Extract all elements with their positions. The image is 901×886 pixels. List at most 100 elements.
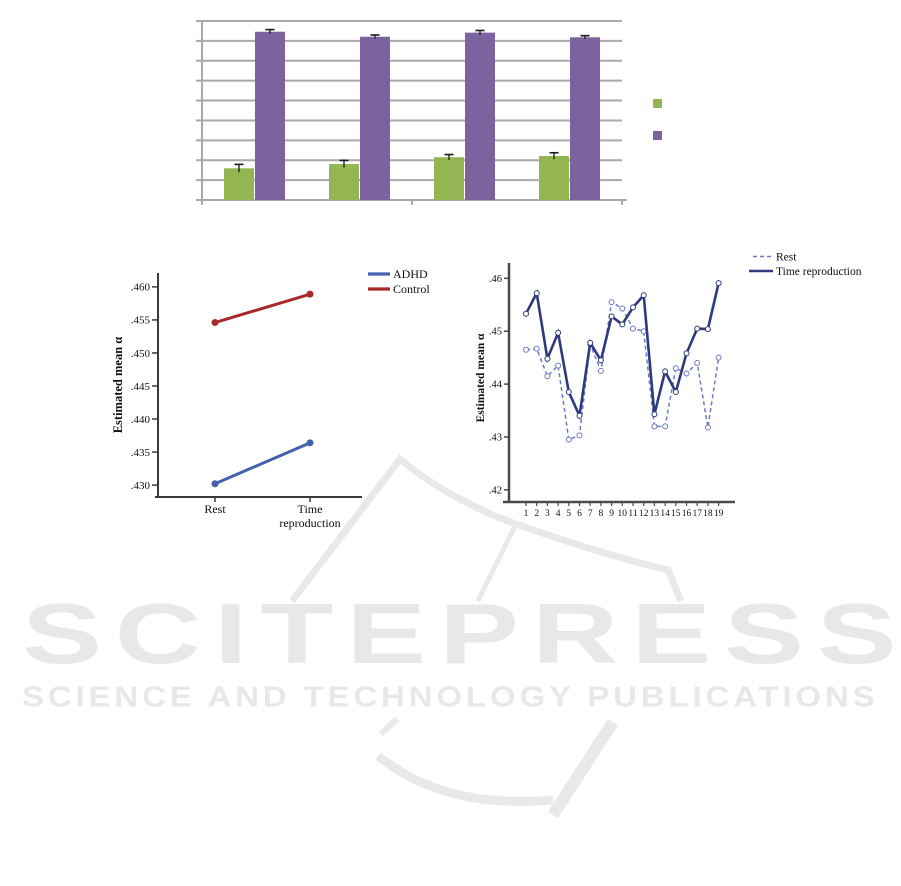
y-tick-label: .460: [131, 282, 151, 294]
data-point-marker: [597, 367, 604, 374]
y-axis-title: Estimated mean α: [475, 333, 487, 422]
data-point-marker: [565, 436, 572, 443]
x-tick-label: 10: [618, 509, 628, 519]
data-point-ADHD: [211, 480, 219, 488]
data-point-marker: [672, 365, 679, 372]
y-tick-label: .45: [489, 327, 502, 338]
bar-series-purple-group-1: [255, 31, 285, 200]
data-point-marker: [651, 423, 658, 430]
data-point-marker: [533, 345, 540, 352]
data-point-marker: [608, 313, 615, 320]
x-tick-label: Rest: [204, 502, 226, 516]
bar-series-green-group-4: [539, 155, 569, 200]
legend-swatch-green: [653, 99, 662, 108]
x-tick-label: 8: [599, 509, 604, 519]
y-tick-label: .46: [489, 274, 502, 285]
x-tick-label: Time: [298, 502, 323, 516]
data-point-ADHD: [306, 439, 314, 447]
interaction-plot: .460 .455 .450 .445 .440 .435 .430 Rest Timerepr…: [111, 267, 430, 530]
x-tick-label: 3: [545, 509, 550, 519]
bar-series-green-group-1: [224, 168, 254, 200]
x-tick-label: 13: [650, 509, 660, 519]
data-point-marker: [651, 411, 658, 418]
bar-series-purple-group-3: [465, 32, 495, 201]
x-tick-label: 12: [639, 509, 649, 519]
x-tick-label: 18: [703, 509, 713, 519]
data-point-marker: [597, 357, 604, 364]
data-point-marker: [715, 354, 722, 361]
series-line-Control: [214, 292, 311, 324]
data-point-marker: [544, 355, 551, 362]
data-point-marker: [619, 321, 626, 328]
watermark-slash-line: [547, 718, 619, 819]
data-point-marker: [523, 310, 529, 317]
data-point-marker: [683, 350, 690, 357]
y-tick-label: .455: [131, 315, 151, 327]
x-tick-label: 19: [714, 509, 724, 519]
data-point-marker: [523, 346, 529, 353]
y-tick-label: .42: [489, 485, 502, 496]
x-tick-label: 6: [577, 509, 582, 519]
y-tick-label: .43: [489, 432, 502, 443]
x-tick-label: 1: [524, 509, 529, 519]
y-tick-label: .435: [131, 447, 151, 459]
x-tick-label: reproduction: [279, 516, 340, 530]
bar-series-green-group-2: [329, 164, 359, 200]
bar-series-green-group-3: [434, 157, 464, 200]
legend-label-ADHD: ADHD: [393, 267, 428, 281]
x-tick-label: 16: [682, 509, 692, 519]
data-point-marker: [672, 389, 679, 396]
data-point-marker: [683, 370, 690, 377]
data-point-marker: [662, 368, 669, 375]
bar-series-purple-group-4: [570, 37, 600, 200]
data-point-marker: [662, 423, 669, 430]
x-tick-label: 11: [628, 509, 637, 519]
x-tick-label: 15: [671, 509, 681, 519]
data-point-marker: [555, 362, 562, 369]
bar-series-purple-group-2: [360, 36, 390, 200]
watermark-spine-line: [475, 522, 519, 603]
series-line-ADHD: [214, 441, 311, 486]
watermark-wave-line: [375, 752, 554, 806]
data-point-marker: [587, 339, 594, 346]
data-point-Control: [211, 319, 219, 327]
data-point-marker: [704, 326, 711, 333]
data-point-marker: [565, 389, 572, 396]
data-point-marker: [640, 292, 647, 299]
watermark-ridge-line: [289, 453, 685, 604]
data-point-marker: [544, 373, 551, 380]
y-tick-label: .44: [489, 380, 503, 391]
data-point-Control: [306, 290, 314, 298]
data-point-marker: [694, 359, 701, 366]
y-tick-label: .445: [131, 381, 151, 393]
data-point-marker: [533, 290, 540, 297]
data-point-marker: [704, 424, 711, 431]
x-tick-label: 2: [534, 509, 539, 519]
x-tick-label: 5: [566, 509, 571, 519]
y-tick-label: .450: [131, 348, 151, 360]
legend-label-rest: Rest: [776, 252, 797, 264]
y-tick-label: .430: [131, 480, 151, 492]
data-point-marker: [630, 304, 636, 311]
data-point-marker: [640, 328, 647, 335]
legend-swatch-purple: [653, 131, 662, 140]
x-tick-label: 4: [556, 509, 561, 519]
watermark-brand-text: SCITEPRESS: [22, 586, 901, 682]
data-point-marker: [555, 329, 562, 336]
x-tick-label: 9: [609, 509, 614, 519]
bar-chart: [196, 20, 662, 205]
data-point-marker: [715, 280, 722, 287]
data-point-marker: [576, 432, 583, 439]
x-tick-label: 14: [660, 509, 670, 519]
watermark-subtitle-text: SCIENCE AND TECHNOLOGY PUBLICATIONS: [22, 682, 879, 714]
data-point-marker: [694, 325, 701, 332]
per-subject-plot: .46.45.44.43.421 2 3 4 5 6 7 8 9 10 11 12 13 14 15 16 17…: [475, 252, 862, 520]
x-tick-label: 17: [692, 509, 702, 519]
y-tick-label: .440: [131, 414, 151, 426]
legend-label-time-reproduction: Time reproduction: [776, 266, 862, 278]
data-point-marker: [619, 305, 626, 312]
legend-label-Control: Control: [393, 282, 430, 296]
